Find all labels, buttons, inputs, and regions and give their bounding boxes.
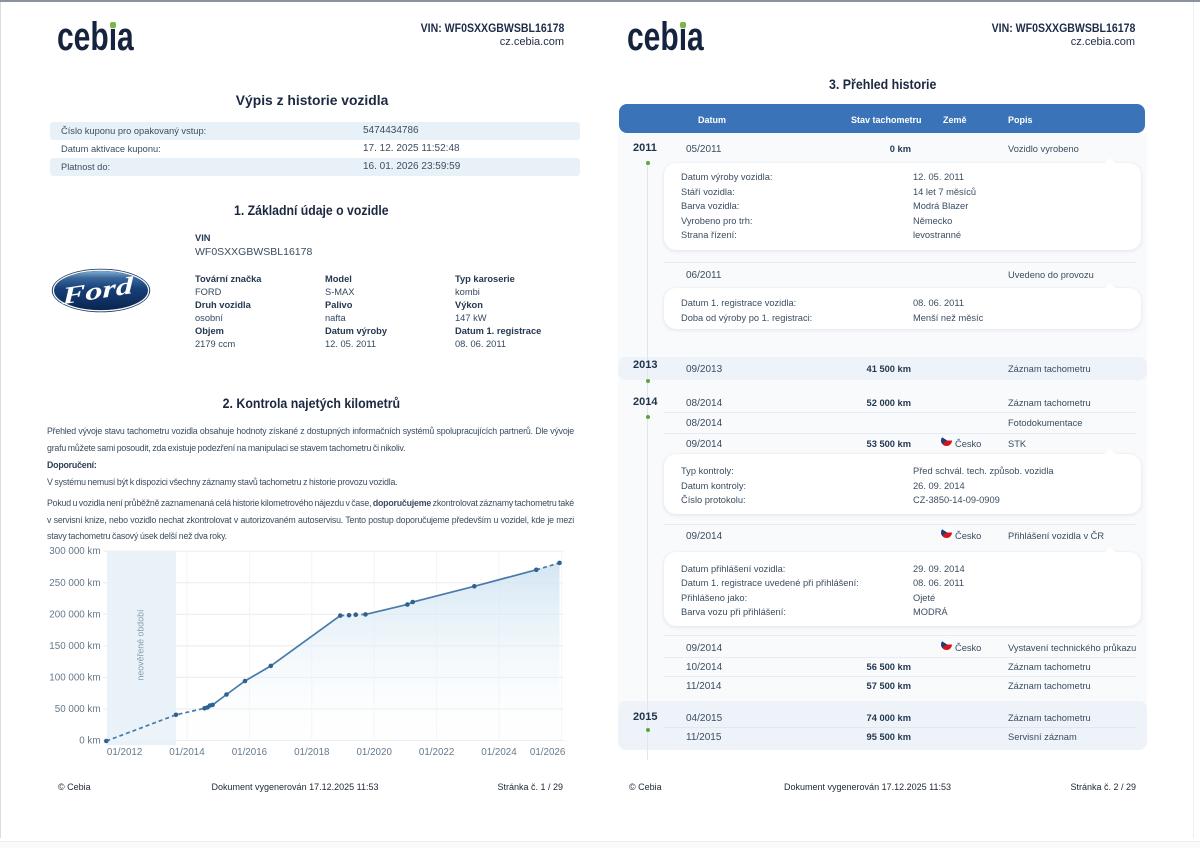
svg-text:01/2026: 01/2026 (530, 747, 566, 758)
svg-text:01/2024: 01/2024 (481, 747, 517, 758)
svg-text:01/2016: 01/2016 (232, 747, 268, 758)
svg-text:01/2018: 01/2018 (294, 747, 330, 758)
svg-text:neověřené období: neověřené období (136, 609, 146, 680)
svg-text:01/2012: 01/2012 (107, 747, 142, 758)
svg-text:300 000 km: 300 000 km (49, 546, 100, 557)
svg-text:200 000 km: 200 000 km (49, 609, 100, 620)
svg-text:01/2022: 01/2022 (419, 747, 454, 758)
svg-text:01/2020: 01/2020 (356, 747, 392, 758)
svg-text:150 000 km: 150 000 km (49, 641, 100, 652)
svg-text:250 000 km: 250 000 km (49, 578, 100, 589)
svg-text:100 000 km: 100 000 km (49, 672, 100, 683)
svg-text:50 000 km: 50 000 km (55, 704, 101, 715)
svg-text:0 km: 0 km (79, 736, 100, 747)
svg-text:01/2014: 01/2014 (169, 747, 205, 758)
